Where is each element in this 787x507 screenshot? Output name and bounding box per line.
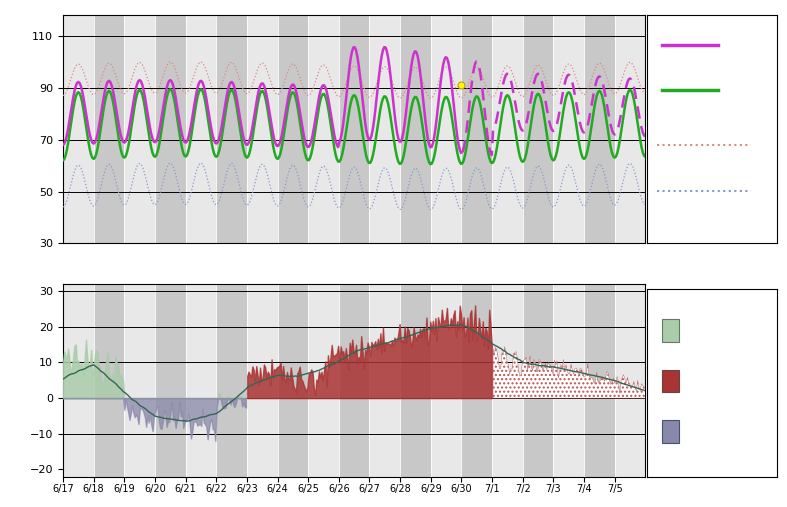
Bar xyxy=(309,15,339,243)
Bar xyxy=(615,284,645,477)
Bar xyxy=(663,420,679,443)
Bar xyxy=(124,15,155,243)
Bar xyxy=(663,319,679,342)
Bar xyxy=(247,284,278,477)
Bar xyxy=(584,284,615,477)
Bar xyxy=(523,284,553,477)
Bar xyxy=(339,15,369,243)
Bar xyxy=(523,15,553,243)
Bar xyxy=(309,284,339,477)
Bar xyxy=(461,15,492,243)
Bar xyxy=(430,284,461,477)
Bar xyxy=(155,15,186,243)
Bar xyxy=(247,15,278,243)
Bar xyxy=(430,15,461,243)
Bar xyxy=(553,15,584,243)
Bar xyxy=(492,284,523,477)
Bar xyxy=(584,15,615,243)
Bar xyxy=(94,284,124,477)
Bar xyxy=(400,284,430,477)
Bar xyxy=(63,15,94,243)
Bar xyxy=(63,284,94,477)
Bar xyxy=(186,284,216,477)
Bar xyxy=(124,284,155,477)
Bar xyxy=(155,284,186,477)
Bar xyxy=(492,15,523,243)
Bar xyxy=(278,284,309,477)
Bar xyxy=(369,15,400,243)
Bar xyxy=(553,284,584,477)
Bar xyxy=(339,284,369,477)
Bar xyxy=(369,284,400,477)
Bar xyxy=(461,284,492,477)
Bar xyxy=(615,15,645,243)
Bar xyxy=(663,370,679,392)
Bar xyxy=(278,15,309,243)
Bar xyxy=(216,284,247,477)
Bar xyxy=(186,15,216,243)
Bar xyxy=(216,15,247,243)
Bar xyxy=(400,15,430,243)
Bar xyxy=(94,15,124,243)
